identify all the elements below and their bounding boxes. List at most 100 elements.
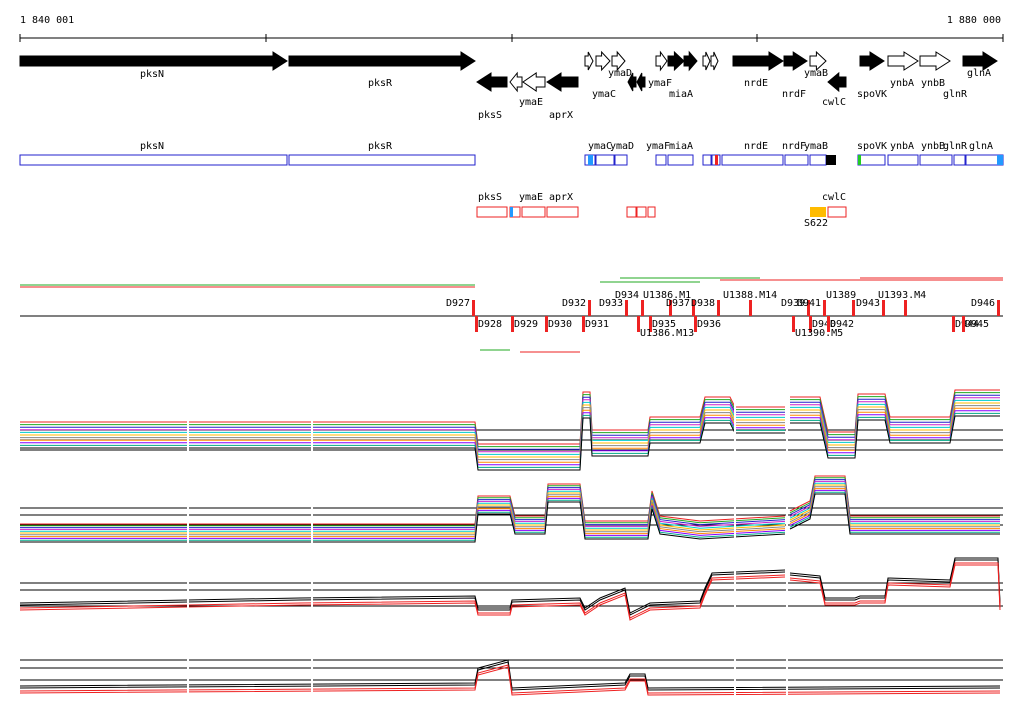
feature-label: cwlC bbox=[822, 192, 846, 203]
gene-label: ymaE bbox=[519, 97, 543, 108]
segment-label: D945 bbox=[965, 319, 989, 330]
segment-label: D934 bbox=[615, 290, 639, 301]
segment-label: D928 bbox=[478, 319, 502, 330]
feature-box bbox=[510, 207, 513, 217]
gene-label: aprX bbox=[549, 110, 573, 121]
segment-mark bbox=[637, 316, 640, 332]
ruler-end: 1 880 000 bbox=[947, 15, 1001, 26]
feature-box bbox=[857, 154, 886, 166]
segment-mark bbox=[823, 300, 826, 316]
segment-mark bbox=[852, 300, 855, 316]
gene-label: ymaD bbox=[608, 68, 632, 79]
gene-arrow bbox=[887, 51, 919, 71]
gene-arrow bbox=[509, 71, 523, 93]
segment-mark bbox=[827, 316, 830, 332]
segment-label: D927 bbox=[446, 298, 470, 309]
segment-mark bbox=[649, 316, 652, 332]
gene-arrow bbox=[683, 50, 698, 72]
segment-label: D932 bbox=[562, 298, 586, 309]
segment-mark bbox=[952, 316, 955, 332]
gene-arrow bbox=[710, 51, 719, 71]
segment-mark bbox=[582, 316, 585, 332]
feature-box bbox=[19, 154, 288, 166]
segment-mark bbox=[962, 316, 965, 332]
expression-panels bbox=[19, 389, 1003, 700]
feature-box bbox=[595, 154, 615, 166]
gene-arrow bbox=[611, 50, 626, 72]
segment-mark bbox=[792, 316, 795, 332]
feature-box bbox=[667, 154, 694, 166]
segment-mark bbox=[669, 300, 672, 316]
gene-label: ymaF bbox=[648, 78, 672, 89]
segment-label: D939 bbox=[781, 298, 805, 309]
feature-box bbox=[858, 155, 861, 165]
segment-label: D936 bbox=[697, 319, 721, 330]
gene-label: nrdE bbox=[744, 78, 768, 89]
feature-box bbox=[626, 206, 637, 218]
segment-mark bbox=[641, 300, 644, 316]
segment-label: U1386.M1 bbox=[643, 290, 691, 301]
gene-arrow bbox=[732, 51, 784, 71]
feature-label: miaA bbox=[669, 141, 693, 152]
trace bbox=[19, 392, 1001, 448]
feature-label: ymaE bbox=[519, 192, 543, 203]
ruler-start: 1 840 001 bbox=[20, 15, 74, 26]
gene-arrow bbox=[288, 51, 476, 71]
gene-label: glnR bbox=[943, 89, 968, 100]
gene-label: glnA bbox=[967, 68, 991, 79]
segment-mark bbox=[997, 300, 1000, 316]
gene-label: cwlC bbox=[822, 97, 846, 108]
feature-box bbox=[887, 154, 919, 166]
feature-label: pksN bbox=[140, 141, 164, 152]
feature-box bbox=[546, 206, 579, 218]
segment-label: D929 bbox=[514, 319, 538, 330]
segment-mark bbox=[475, 316, 478, 332]
feature-box bbox=[953, 154, 966, 166]
segment-mark bbox=[692, 300, 695, 316]
feature-box bbox=[702, 154, 712, 166]
gene-arrow bbox=[655, 50, 668, 72]
segment-mark bbox=[545, 316, 548, 332]
gene-label: ynbA bbox=[890, 78, 914, 89]
feature-label: nrdE bbox=[744, 141, 768, 152]
gene-label: pksN bbox=[140, 69, 164, 80]
feature-label: pksR bbox=[368, 141, 393, 152]
feature-label: nrdF bbox=[782, 141, 806, 152]
gene-arrow bbox=[19, 51, 288, 71]
segment-label: U1389 bbox=[826, 290, 856, 301]
gene-arrow bbox=[595, 50, 611, 72]
segment-label: D931 bbox=[585, 319, 609, 330]
feature-box bbox=[288, 154, 476, 166]
segment-label: D942 bbox=[830, 319, 854, 330]
feature-box bbox=[784, 154, 809, 166]
segment-label: U1388.M14 bbox=[723, 290, 777, 301]
gene-label: ymaC bbox=[592, 89, 616, 100]
segment-label: D938 bbox=[691, 298, 715, 309]
feature-box bbox=[809, 154, 827, 166]
gene-arrow bbox=[919, 51, 951, 71]
gene-arrow bbox=[702, 51, 711, 71]
gene-label: spoVK bbox=[857, 89, 887, 100]
gene-arrow bbox=[636, 72, 646, 92]
segment-label: U1393.M4 bbox=[878, 290, 926, 301]
segment-label: D937 bbox=[666, 298, 690, 309]
segment-label: U1386.M13 bbox=[640, 328, 694, 339]
segment-mark bbox=[472, 300, 475, 316]
feature-box bbox=[655, 154, 667, 166]
feature-label: glnR bbox=[943, 141, 968, 152]
gene-arrow bbox=[584, 51, 594, 71]
feature-label: ymaF bbox=[646, 141, 670, 152]
feature-box bbox=[826, 155, 836, 165]
segment-mark bbox=[694, 316, 697, 332]
feature-box bbox=[476, 206, 508, 218]
gene-arrow bbox=[627, 72, 637, 92]
segment-mark bbox=[625, 300, 628, 316]
feature-box bbox=[647, 206, 656, 218]
gene-arrow bbox=[859, 51, 885, 71]
gene-label: pksS bbox=[478, 110, 502, 121]
promoter-box bbox=[810, 207, 826, 217]
gene-arrow bbox=[783, 51, 808, 71]
feature-label: ynbB bbox=[921, 141, 945, 152]
feature-box bbox=[614, 154, 628, 166]
